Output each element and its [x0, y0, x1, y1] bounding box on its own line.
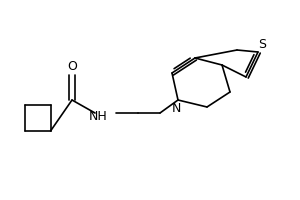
Text: N: N: [171, 102, 181, 115]
Text: NH: NH: [88, 110, 107, 122]
Text: O: O: [67, 60, 77, 73]
Text: S: S: [258, 38, 266, 50]
